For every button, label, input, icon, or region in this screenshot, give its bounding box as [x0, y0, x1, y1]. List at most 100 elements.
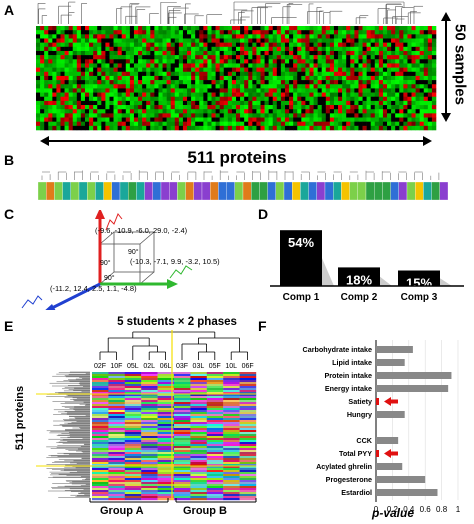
heat-cell: [276, 63, 282, 68]
heat-cell: [68, 26, 74, 31]
heat-cell: [293, 113, 298, 118]
heat-cell: [92, 476, 109, 479]
heat-cell: [252, 84, 257, 89]
heat-cell: [297, 71, 302, 77]
heat-cell: [92, 480, 109, 483]
heat-cell: [403, 67, 408, 73]
heat-cell: [190, 486, 207, 489]
heat-cell: [264, 109, 269, 114]
sample-cell: [193, 181, 203, 201]
heat-cell: [40, 34, 45, 39]
heat-cell: [280, 34, 286, 39]
heat-cell: [366, 71, 371, 77]
heat-cell: [382, 34, 388, 39]
heat-cell: [108, 372, 125, 375]
heat-cell: [84, 105, 90, 110]
heat-cell: [313, 121, 318, 127]
heat-cell: [211, 38, 216, 43]
heat-cell: [80, 121, 86, 127]
heat-cell: [305, 71, 310, 77]
heat-cell: [313, 75, 318, 81]
heat-cell: [89, 100, 94, 106]
heat-cell: [125, 109, 131, 114]
heat-cell: [125, 59, 131, 64]
heat-cell: [76, 50, 82, 56]
heat-cell: [182, 80, 188, 85]
heat-cell: [358, 109, 363, 114]
heat-cell: [124, 456, 142, 459]
heat-cell: [158, 42, 163, 48]
heat-cell: [166, 38, 171, 43]
heat-cell: [219, 63, 225, 68]
heat-cell: [157, 470, 175, 473]
sample-cell: [210, 181, 219, 201]
heat-cell: [121, 55, 127, 60]
heat-cell: [354, 80, 359, 85]
heat-cell: [219, 46, 225, 52]
heat-cell: [174, 494, 191, 497]
heat-cell: [321, 71, 327, 77]
heat-cell: [97, 113, 102, 118]
heat-cell: [157, 478, 175, 481]
heat-cell: [215, 59, 220, 64]
heat-cell: [178, 38, 184, 43]
heat-cell: [411, 113, 416, 118]
heat-cell: [190, 388, 207, 391]
heat-cell: [124, 434, 142, 437]
heat-cell: [329, 100, 335, 106]
heat-cell: [248, 63, 253, 68]
heat-cell: [207, 88, 212, 93]
heat-cell: [239, 420, 257, 423]
blue-profile: [21, 295, 43, 309]
heat-cell: [60, 50, 65, 56]
heat-cell: [142, 125, 147, 131]
heat-cell: [223, 412, 240, 415]
heat-cell: [138, 42, 143, 48]
heat-cell: [64, 26, 69, 31]
heat-cell: [191, 42, 196, 48]
heat-cell: [223, 490, 240, 493]
heat-cell: [64, 109, 69, 114]
heat-cell: [101, 34, 106, 39]
heat-cell: [138, 46, 143, 52]
heat-cell: [411, 75, 416, 81]
heat-cell: [124, 392, 142, 395]
sample-cell: [128, 181, 137, 201]
heat-cell: [113, 92, 118, 98]
heat-cell: [264, 67, 269, 73]
heat-cell: [321, 34, 327, 39]
heat-cell: [329, 50, 335, 56]
heat-cell: [174, 38, 180, 43]
heat-cell: [124, 432, 142, 435]
heat-cell: [174, 476, 191, 479]
heat-cell: [72, 71, 78, 77]
heat-cell: [223, 482, 240, 485]
heat-cell: [325, 55, 331, 60]
sample-label: 03L: [193, 363, 205, 370]
heat-cell: [239, 472, 257, 475]
heat-cell: [362, 55, 367, 60]
heat-cell: [239, 464, 257, 467]
heat-cell: [174, 426, 191, 429]
heat-cell: [157, 488, 175, 491]
heat-cell: [174, 80, 180, 85]
heat-cell: [142, 92, 147, 98]
heat-cell: [293, 75, 298, 81]
heat-cell: [154, 96, 159, 102]
heat-cell: [325, 96, 331, 102]
heat-cell: [301, 46, 306, 52]
heat-cell: [101, 92, 106, 98]
heat-cell: [313, 42, 318, 48]
heat-cell: [92, 450, 109, 453]
heat-cell: [223, 496, 240, 499]
heat-cell: [403, 30, 408, 35]
heat-cell: [113, 105, 118, 110]
heat-cell: [223, 424, 240, 427]
heat-cell: [166, 34, 171, 39]
heat-cell: [403, 113, 408, 118]
heat-cell: [411, 59, 416, 64]
heat-cell: [342, 109, 347, 114]
panel-f-xlabel: p-value: [372, 506, 415, 520]
heat-cell: [92, 456, 109, 459]
heat-cell: [125, 67, 131, 73]
